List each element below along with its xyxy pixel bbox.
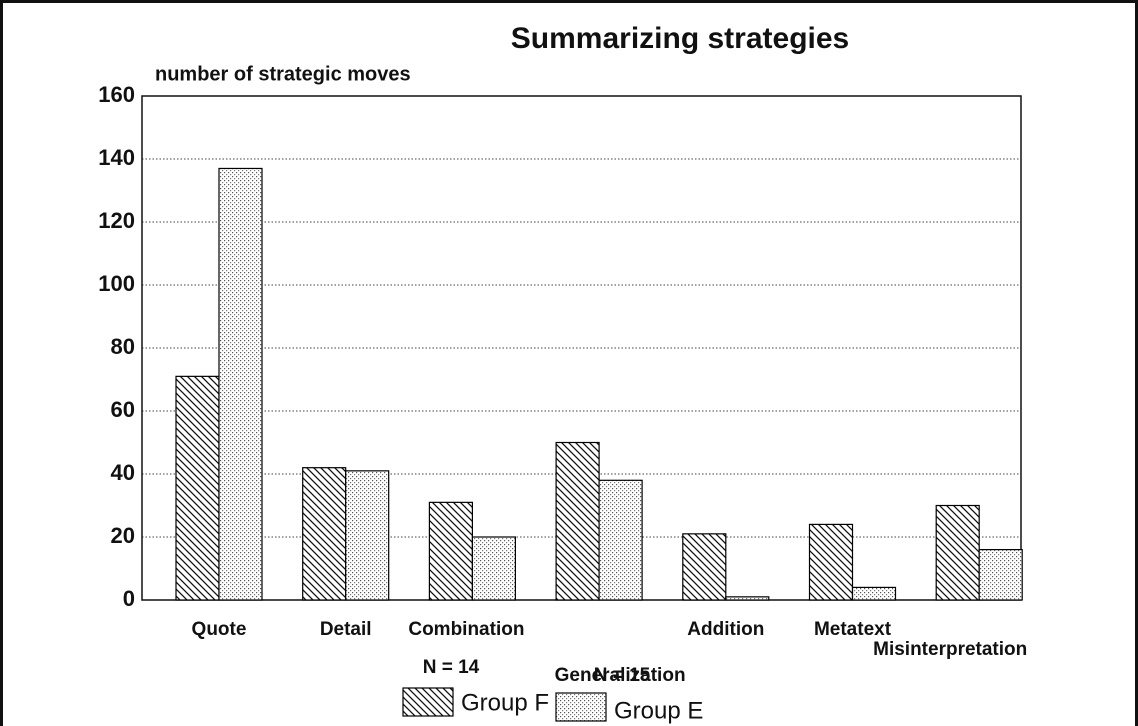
x-tick-label: Misinterpretation xyxy=(873,639,1027,660)
bar xyxy=(345,470,390,601)
bar xyxy=(555,441,600,601)
legend-label: Group E xyxy=(614,697,703,724)
x-tick-label: Metatext xyxy=(814,619,892,640)
legend-label: Group F xyxy=(461,689,549,716)
y-tick-label: 20 xyxy=(111,523,135,548)
y-tick-label: 40 xyxy=(111,460,135,485)
bar xyxy=(978,548,1023,601)
bar xyxy=(808,523,854,601)
bar xyxy=(302,467,347,601)
group-size: N = 14 xyxy=(423,657,480,678)
x-tick-label: Detail xyxy=(320,619,372,640)
x-tick-label: Addition xyxy=(687,619,764,640)
x-tick-label: Quote xyxy=(192,619,247,640)
legend-swatch xyxy=(402,687,454,717)
bar xyxy=(471,536,516,601)
x-tick-label: Combination xyxy=(408,619,524,640)
y-tick-label: 120 xyxy=(98,208,135,233)
y-axis-label: number of strategic moves xyxy=(155,63,411,85)
y-tick-label: 0 xyxy=(123,586,135,611)
chart-title: Summarizing strategies xyxy=(511,22,849,55)
bar xyxy=(682,533,727,601)
bar xyxy=(935,504,980,601)
legend-swatch xyxy=(555,692,607,722)
bar xyxy=(428,501,473,601)
bar xyxy=(851,586,897,601)
bar xyxy=(598,479,643,601)
y-tick-label: 80 xyxy=(111,334,135,359)
group-size: N = 15 xyxy=(594,665,651,686)
y-tick-label: 100 xyxy=(98,271,135,296)
bar xyxy=(725,596,770,601)
bar xyxy=(218,167,263,601)
x-tick-label: Generalization xyxy=(555,665,686,686)
y-tick-label: 140 xyxy=(98,145,135,170)
bar xyxy=(175,375,220,601)
y-tick-label: 160 xyxy=(98,82,135,107)
y-tick-label: 60 xyxy=(111,397,135,422)
